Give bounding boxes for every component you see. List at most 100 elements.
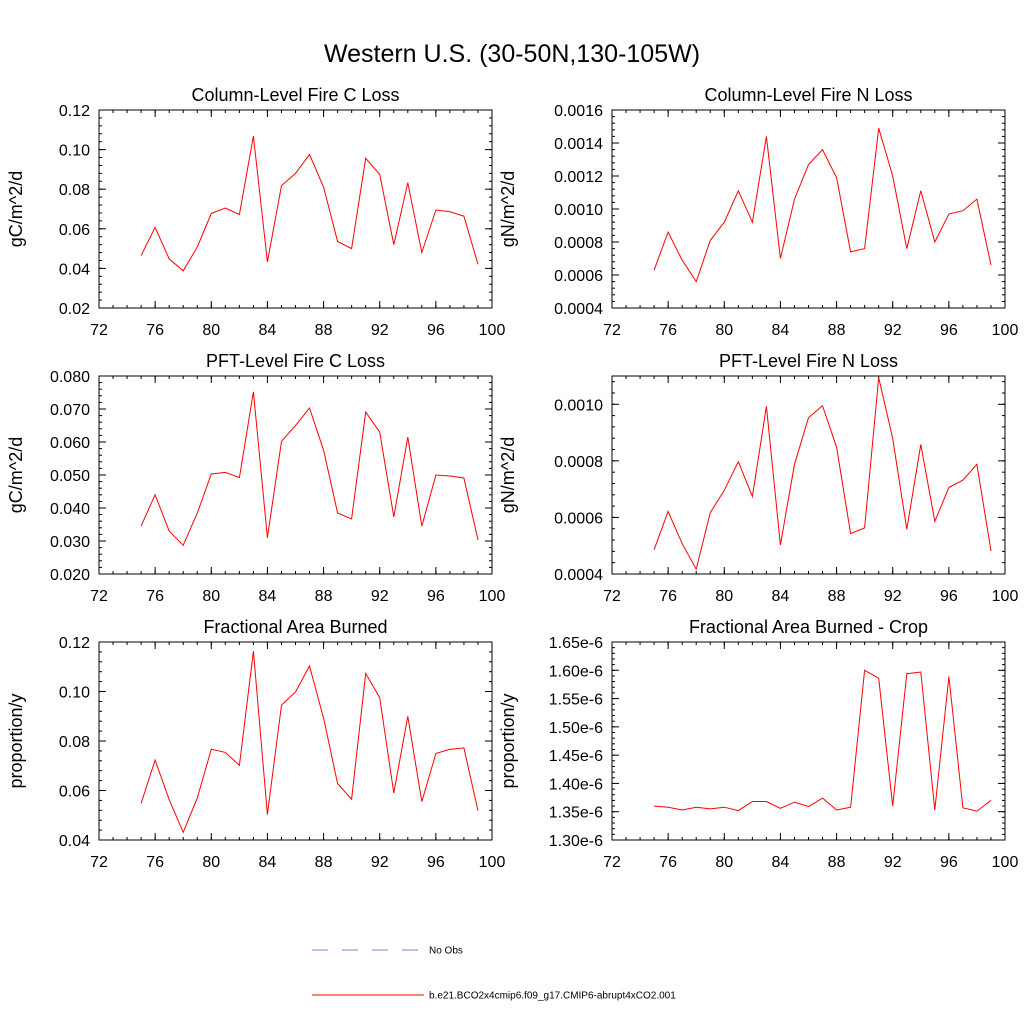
legend: No Obs b.e21.BCO2x4cmip6.f09_g17.CMIP6-a… bbox=[312, 946, 676, 1002]
panel-title: PFT-Level Fire C Loss bbox=[206, 351, 385, 371]
x-tick-label: 84 bbox=[259, 322, 277, 339]
series-line bbox=[140, 391, 479, 547]
x-tick-label: 88 bbox=[828, 322, 846, 339]
y-minor-ticks bbox=[99, 109, 492, 309]
x-tick-label: 80 bbox=[202, 588, 220, 605]
series-line bbox=[140, 136, 479, 272]
x-tick-label: 92 bbox=[371, 322, 389, 339]
y-axis-label: gC/m^2/d bbox=[6, 437, 26, 513]
x-tick-label: 72 bbox=[603, 854, 621, 871]
y-tick-label: 0.0008 bbox=[554, 235, 603, 252]
y-tick-label: 0.0004 bbox=[554, 567, 603, 584]
x-tick-label: 72 bbox=[90, 322, 108, 339]
y-tick-label: 0.08 bbox=[59, 182, 90, 199]
x-tick-label: 92 bbox=[371, 588, 389, 605]
y-tick-label: 0.040 bbox=[50, 501, 90, 518]
x-tick-label: 72 bbox=[90, 854, 108, 871]
plot-frame bbox=[611, 641, 1006, 841]
y-tick-label: 1.55e-6 bbox=[549, 692, 603, 709]
y-minor-ticks bbox=[99, 375, 492, 575]
y-tick-label: 0.06 bbox=[59, 784, 90, 801]
legend-label-model: b.e21.BCO2x4cmip6.f09_g17.CMIP6-abrupt4x… bbox=[429, 991, 676, 1002]
x-tick-label: 96 bbox=[427, 854, 445, 871]
x-tick-label: 72 bbox=[603, 322, 621, 339]
y-tick-label: 1.40e-6 bbox=[549, 776, 603, 793]
panel-fractional-area-burned: 72 76 80 84 88 92 96 100 0.04 0.06 0.08 0.10 0.12 Fra… bbox=[6, 617, 505, 871]
y-tick-label: 0.02 bbox=[59, 301, 90, 318]
x-tick-label: 100 bbox=[992, 588, 1019, 605]
y-tick-label: 1.50e-6 bbox=[549, 720, 603, 737]
y-tick-label: 0.0006 bbox=[554, 510, 603, 527]
y-tick-label: 0.020 bbox=[50, 567, 90, 584]
x-tick-label: 88 bbox=[828, 588, 846, 605]
y-tick-label: 0.030 bbox=[50, 534, 90, 551]
x-tick-label: 100 bbox=[992, 322, 1019, 339]
y-tick-label: 0.060 bbox=[50, 435, 90, 452]
plot-frame bbox=[98, 641, 493, 841]
y-tick-label: 0.04 bbox=[59, 833, 90, 850]
y-tick-label: 0.050 bbox=[50, 468, 90, 485]
x-tick-label: 84 bbox=[772, 588, 790, 605]
x-tick-label: 88 bbox=[315, 854, 333, 871]
y-tick-label: 0.0010 bbox=[554, 202, 603, 219]
panel-column-level-fire-n-loss: 72 76 80 84 88 92 96 100 0.0004 0.0006 0.0008 0.001… bbox=[498, 85, 1018, 339]
x-tick-label: 72 bbox=[90, 588, 108, 605]
y-tick-label: 0.10 bbox=[59, 143, 90, 160]
x-tick-label: 92 bbox=[884, 588, 902, 605]
y-tick-label: 0.12 bbox=[59, 635, 90, 652]
x-tick-label: 88 bbox=[828, 854, 846, 871]
x-tick-label: 96 bbox=[940, 322, 958, 339]
panel-title: Column-Level Fire C Loss bbox=[191, 85, 399, 105]
y-tick-label: 0.080 bbox=[50, 369, 90, 386]
x-tick-label: 100 bbox=[479, 854, 506, 871]
x-tick-label: 80 bbox=[715, 322, 733, 339]
x-tick-label: 96 bbox=[940, 854, 958, 871]
y-minor-ticks bbox=[612, 109, 1005, 309]
x-tick-label: 100 bbox=[479, 588, 506, 605]
y-tick-label: 0.06 bbox=[59, 222, 90, 239]
x-minor-ticks bbox=[611, 110, 1006, 308]
series-line bbox=[654, 669, 992, 812]
x-minor-ticks bbox=[98, 376, 493, 574]
x-tick-label: 96 bbox=[427, 588, 445, 605]
plot-frame bbox=[611, 109, 1006, 309]
y-tick-label: 0.070 bbox=[50, 402, 90, 419]
panel-title: Fractional Area Burned - Crop bbox=[689, 617, 928, 637]
x-tick-label: 96 bbox=[940, 588, 958, 605]
x-tick-label: 84 bbox=[259, 588, 277, 605]
y-tick-label: 1.65e-6 bbox=[549, 635, 603, 652]
y-tick-label: 0.04 bbox=[59, 261, 90, 278]
figure-title: Western U.S. (30-50N,130-105W) bbox=[324, 40, 700, 68]
panel-column-level-fire-c-loss: 72 76 80 84 88 92 96 100 0.02 0.04 0.06 0.08 0.10 0.1… bbox=[6, 85, 505, 339]
x-tick-label: 92 bbox=[884, 854, 902, 871]
y-tick-label: 1.45e-6 bbox=[549, 748, 603, 765]
x-tick-label: 72 bbox=[603, 588, 621, 605]
y-axis-label: proportion/y bbox=[498, 693, 518, 788]
x-tick-label: 84 bbox=[259, 854, 277, 871]
series-line bbox=[653, 377, 992, 571]
x-tick-label: 100 bbox=[479, 322, 506, 339]
y-axis-label: gN/m^2/d bbox=[498, 171, 518, 247]
x-tick-label: 96 bbox=[427, 322, 445, 339]
x-tick-label: 80 bbox=[715, 588, 733, 605]
x-tick-label: 76 bbox=[659, 854, 677, 871]
panel-title: PFT-Level Fire N Loss bbox=[719, 351, 898, 371]
y-axis-label: gC/m^2/d bbox=[6, 171, 26, 247]
x-tick-label: 76 bbox=[659, 322, 677, 339]
panel-pft-level-fire-n-loss: 72 76 80 84 88 92 96 100 0.0004 0.0006 0.0008 0.001… bbox=[498, 351, 1018, 605]
x-tick-label: 76 bbox=[146, 588, 164, 605]
panel-title: Fractional Area Burned bbox=[203, 617, 387, 637]
y-tick-label: 1.30e-6 bbox=[549, 833, 603, 850]
x-tick-label: 88 bbox=[315, 588, 333, 605]
y-tick-label: 0.0010 bbox=[554, 397, 603, 414]
x-tick-label: 100 bbox=[992, 854, 1019, 871]
plot-frame bbox=[98, 109, 493, 309]
series-line bbox=[653, 128, 992, 283]
y-axis-label: proportion/y bbox=[6, 693, 26, 788]
panel-title: Column-Level Fire N Loss bbox=[704, 85, 912, 105]
y-tick-label: 0.10 bbox=[59, 685, 90, 702]
y-minor-ticks bbox=[99, 641, 492, 841]
y-tick-label: 0.0012 bbox=[554, 169, 603, 186]
y-tick-label: 0.0004 bbox=[554, 301, 603, 318]
